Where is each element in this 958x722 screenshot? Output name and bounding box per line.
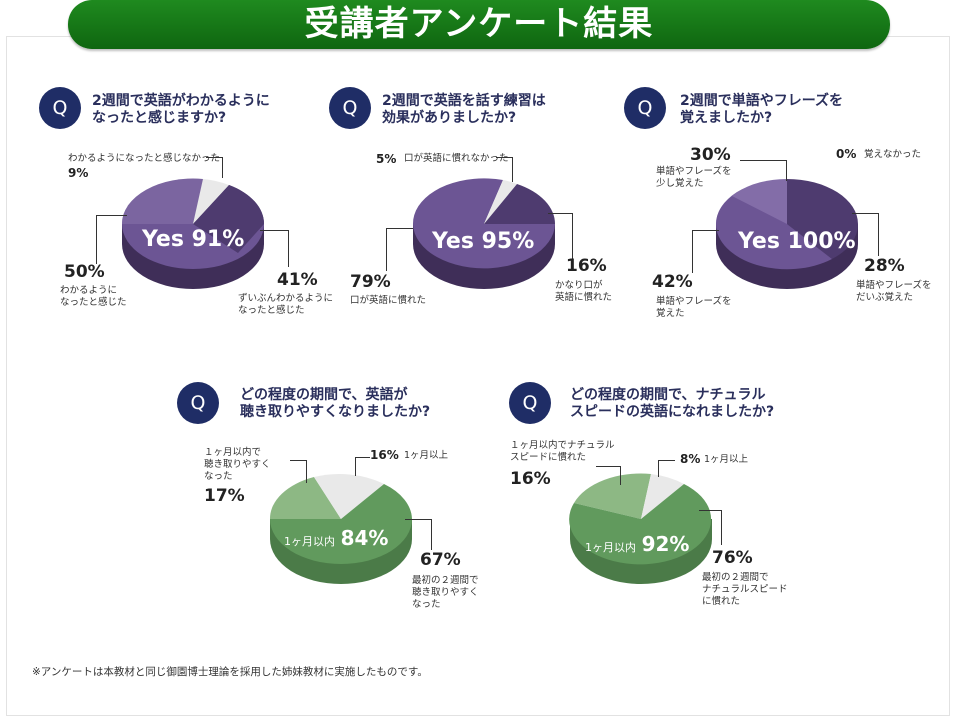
pie-1-slice-50-top xyxy=(121,178,203,224)
slice-label: 最初の２週間で ナチュラルスピード に慣れた xyxy=(702,572,788,607)
slice-label: 単語やフレーズを 覚えた xyxy=(656,296,732,319)
pie-3-center-label: Yes 100% xyxy=(738,229,856,254)
question-1-text: 2週間で英語がわかるように なったと感じますか? xyxy=(92,93,270,126)
pie-3-slice-42-top xyxy=(716,196,787,224)
slice-pct: 16% xyxy=(370,448,399,462)
slice-pct: 9% xyxy=(68,166,89,180)
leader-line xyxy=(260,230,289,267)
slice-label: 1ヶ月以上 xyxy=(704,454,749,465)
pie-2-slice-79 xyxy=(413,178,555,269)
slice-label: わかるように なったと感じた xyxy=(60,285,127,308)
slice-pct: 79% xyxy=(350,272,391,292)
slice-pct: 16% xyxy=(566,256,607,276)
leader-line xyxy=(692,230,719,273)
pie-chart-3 xyxy=(715,179,859,289)
leader-line xyxy=(699,510,722,545)
slice-pct: 5% xyxy=(376,152,397,166)
pie-5-center-label: 1ヶ月以内 92% xyxy=(585,532,690,556)
question-3-text: 2週間で単語やフレーズを 覚えましたか? xyxy=(680,93,844,126)
pie-4-slice-17 xyxy=(269,477,341,519)
leader-line xyxy=(740,160,787,181)
slice-label: 覚えなかった xyxy=(864,149,922,160)
pie-2-slice-5 xyxy=(484,180,517,224)
q-badge-icon: Q xyxy=(177,382,219,424)
pie-5-slice-76 xyxy=(569,484,712,565)
slice-pct: 41% xyxy=(277,270,318,290)
pie-5-slice-8 xyxy=(641,474,684,519)
pie-chart-1 xyxy=(121,178,265,289)
slice-pct: 67% xyxy=(420,550,461,570)
slice-pct: 28% xyxy=(864,256,905,276)
q-badge-icon: Q xyxy=(509,382,551,424)
slice-label: ずいぶんわかるように なったと感じた xyxy=(238,293,334,316)
pie-4-slice-67 xyxy=(270,484,412,564)
q-badge-icon: Q xyxy=(329,87,371,129)
slice-pct: 30% xyxy=(690,145,731,165)
slice-label: 単語やフレーズを だいぶ覚えた xyxy=(856,280,932,303)
pie-4-center-label: 1ヶ月以内 84% xyxy=(284,526,389,550)
slice-label: 1ヶ月以上 xyxy=(404,450,449,461)
content-frame xyxy=(6,36,950,716)
pie-2-center-label: Yes 95% xyxy=(432,229,535,254)
slice-label: 単語やフレーズを 少し覚えた xyxy=(656,166,732,189)
slice-pct: 16% xyxy=(510,469,551,489)
slice-label: かなり口が 英語に慣れた xyxy=(555,280,613,303)
pie-chart-2 xyxy=(413,178,556,289)
leader-line xyxy=(206,157,223,178)
question-2-text: 2週間で英語を話す練習は 効果がありましたか? xyxy=(382,93,546,126)
leader-line xyxy=(596,466,621,485)
pie-chart-4 xyxy=(269,474,412,584)
pie-1-slice-9 xyxy=(193,179,229,224)
slice-label: 口が英語に慣れた xyxy=(350,295,427,306)
leader-line xyxy=(386,228,413,271)
slice-label: １ヶ月以内で 聴き取りやすく なった xyxy=(204,447,271,482)
slice-label: １ヶ月以内でナチュラル スピードに慣れた xyxy=(510,440,615,463)
pie-1-center-label: Yes 91% xyxy=(142,227,245,252)
leader-line xyxy=(852,213,879,256)
pie-3-slice-28 xyxy=(787,179,859,259)
slice-pct: 76% xyxy=(712,548,753,568)
slice-pct: 17% xyxy=(204,486,245,506)
footnote: ※アンケートは本教材と同じ御園博士理論を採用した姉妹教材に実施したものです。 xyxy=(32,666,428,678)
q-badge-icon: Q xyxy=(39,87,81,129)
question-4-text: どの程度の期間で、英語が 聴き取りやすくなりましたか? xyxy=(240,387,431,420)
slice-pct: 0% xyxy=(836,147,857,161)
pie-2-slice-16 xyxy=(484,184,556,224)
slice-label: 最初の２週間で 聴き取りやすく なった xyxy=(412,575,479,610)
pie-4-slice-16 xyxy=(314,474,384,519)
slice-label: わかるようになったと感じなかった xyxy=(68,153,221,164)
pie-chart-5 xyxy=(569,473,712,584)
leader-line xyxy=(496,157,513,182)
pie-5-slice-16 xyxy=(574,473,651,519)
leader-line xyxy=(290,460,307,483)
leader-line xyxy=(548,213,573,260)
slice-pct: 50% xyxy=(64,262,105,282)
slice-pct: 8% xyxy=(680,452,701,466)
slice-pct: 42% xyxy=(652,272,693,292)
pie-1-slice-41-top xyxy=(193,185,265,253)
slice-label: 口が英語に慣れなかった xyxy=(404,153,509,164)
pie-3-slice-42 xyxy=(715,224,832,270)
leader-line xyxy=(405,519,432,550)
q-badge-icon: Q xyxy=(624,87,666,129)
question-5-text: どの程度の期間で、ナチュラル スピードの英語になれましたか? xyxy=(570,387,775,420)
leader-line xyxy=(658,460,675,477)
leader-line xyxy=(355,457,370,476)
leader-line xyxy=(96,215,127,264)
page-title: 受講者アンケート結果 xyxy=(68,0,890,49)
